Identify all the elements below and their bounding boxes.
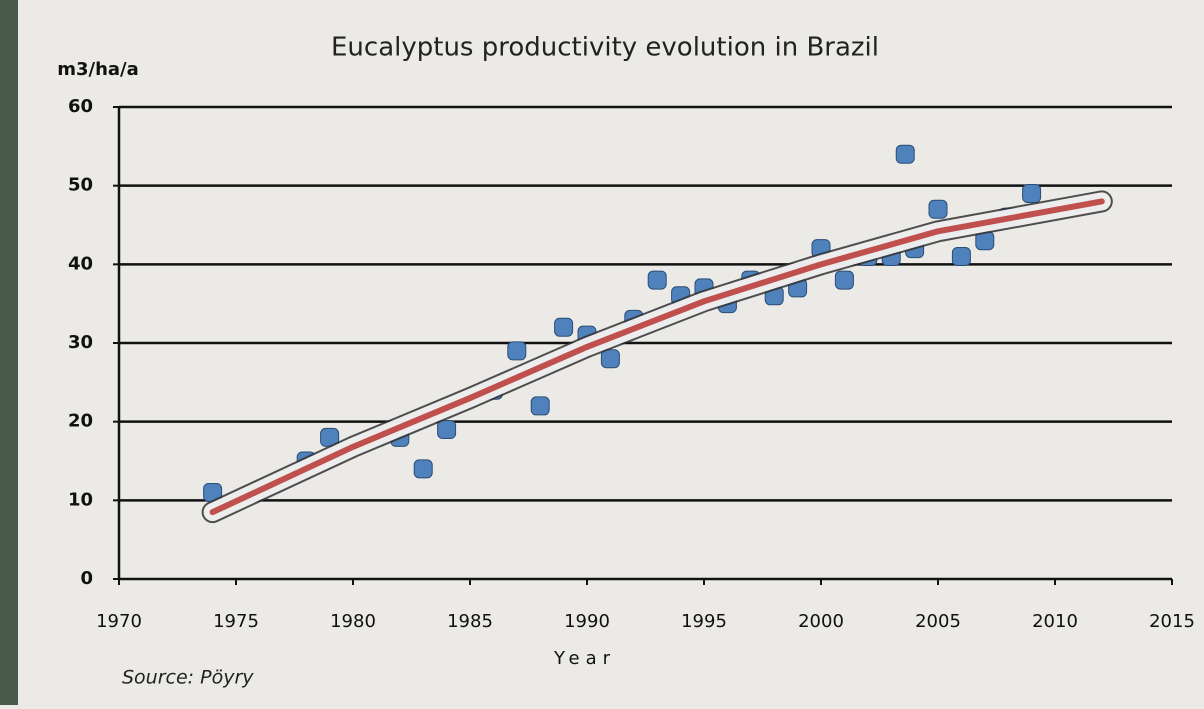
data-point bbox=[928, 199, 948, 219]
x-tick-label: 2000 bbox=[798, 611, 844, 632]
chart-title: Eucalyptus productivity evolution in Bra… bbox=[331, 33, 879, 63]
data-point bbox=[437, 420, 457, 440]
y-tick-label: 40 bbox=[68, 253, 93, 274]
data-point bbox=[951, 246, 971, 266]
y-tick-label: 60 bbox=[68, 96, 93, 117]
x-tick-label: 1990 bbox=[564, 611, 610, 632]
x-tick-label: 2005 bbox=[915, 611, 961, 632]
data-point bbox=[647, 270, 667, 290]
data-point bbox=[413, 459, 433, 479]
y-tick-label: 0 bbox=[80, 568, 93, 589]
trend-line bbox=[209, 198, 1105, 516]
x-tick-label: 2010 bbox=[1032, 611, 1078, 632]
data-point bbox=[834, 270, 854, 290]
x-axis-label: Year bbox=[553, 648, 616, 669]
x-tick-label: 1995 bbox=[681, 611, 727, 632]
x-tick-label: 1975 bbox=[213, 611, 259, 632]
data-point bbox=[554, 317, 574, 337]
data-point bbox=[1022, 184, 1042, 204]
foliage-strip bbox=[0, 0, 18, 705]
x-tick-label: 1970 bbox=[96, 611, 142, 632]
source-note: Source: Pöyry bbox=[122, 667, 254, 689]
data-point bbox=[895, 144, 915, 164]
y-tick-label: 30 bbox=[68, 332, 93, 353]
data-point bbox=[600, 349, 620, 369]
y-tick-label: 10 bbox=[68, 489, 93, 510]
y-axis-label: m3/ha/a bbox=[57, 59, 139, 80]
y-tick-label: 20 bbox=[68, 411, 93, 432]
y-tick-label: 50 bbox=[68, 175, 93, 196]
x-tick-label: 1985 bbox=[447, 611, 493, 632]
x-tick-label: 2015 bbox=[1149, 611, 1195, 632]
x-tick-label: 1980 bbox=[330, 611, 376, 632]
data-point bbox=[530, 396, 550, 416]
data-point bbox=[507, 341, 527, 361]
